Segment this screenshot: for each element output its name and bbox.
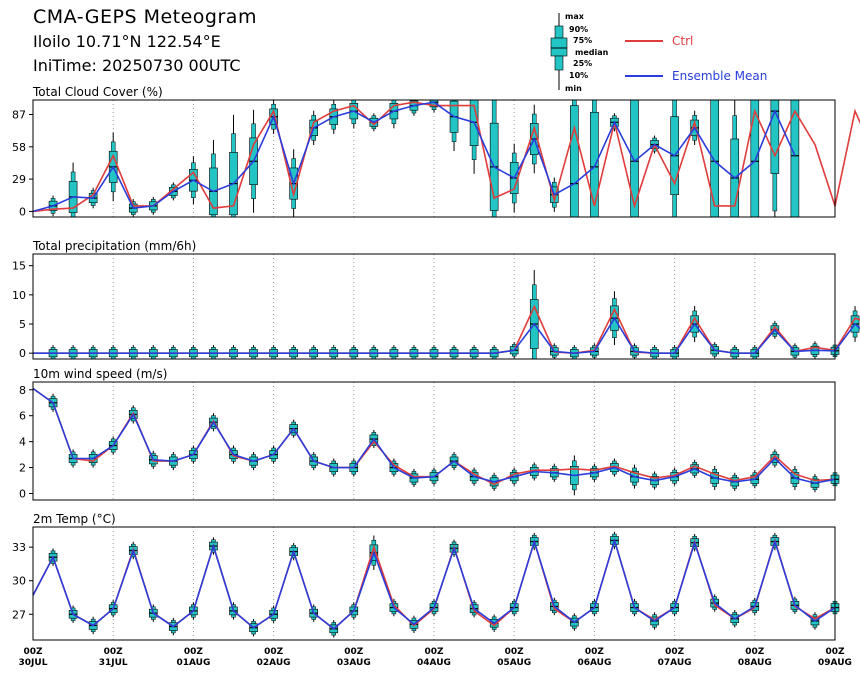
- panel-frame: [32, 99, 836, 218]
- inner-box: [570, 105, 579, 218]
- x-tick-date: 04AUG: [417, 658, 451, 668]
- page-title: CMA-GEPS Meteogram: [33, 6, 257, 28]
- ctrl-line: [32, 101, 860, 213]
- y-tick-label: 10: [12, 289, 26, 302]
- ensemble-mean-line: [32, 101, 796, 213]
- x-tick-date: 06AUG: [577, 658, 611, 668]
- x-tick-date: 01AUG: [176, 658, 210, 668]
- x-tick-hour: 00Z: [104, 647, 124, 657]
- panel-title: 2m Temp (°C): [33, 512, 116, 526]
- x-tick-hour: 00Z: [585, 647, 605, 657]
- y-tick-label: 29: [12, 173, 26, 186]
- ensemble-mean-line: [33, 316, 860, 355]
- x-tick-date: 31JUL: [99, 658, 128, 668]
- legend-label-median: median: [575, 48, 609, 57]
- legend: max 90% 75% median 25% 10% min Ctrl Ense…: [550, 12, 767, 93]
- y-tick-label: 33: [12, 541, 26, 554]
- ensemble-mean-line: [32, 537, 836, 630]
- x-tick-date: 30JUL: [19, 658, 48, 668]
- legend-label-p75: 75%: [573, 36, 592, 45]
- panel-title: Total precipitation (mm/6h): [32, 239, 196, 253]
- y-tick-label: 0: [19, 205, 26, 218]
- y-tick-label: 0: [19, 488, 26, 501]
- init-time-label: IniTime: 20250730 00UTC: [33, 56, 241, 75]
- x-tick-hour: 00Z: [23, 647, 43, 657]
- ctrl-legend-label: Ctrl: [672, 34, 693, 48]
- y-tick-label: 87: [12, 108, 26, 121]
- x-tick-hour: 00Z: [665, 647, 685, 657]
- y-tick-label: 0: [19, 347, 26, 360]
- ensemble-mean-line: [32, 387, 836, 484]
- x-tick-hour: 00Z: [745, 647, 765, 657]
- y-tick-label: 2: [19, 462, 26, 475]
- y-tick-label: 8: [19, 384, 26, 397]
- x-tick-date: 07AUG: [658, 658, 692, 668]
- y-tick-label: 27: [12, 608, 26, 621]
- x-tick-date: 02AUG: [257, 658, 291, 668]
- x-tick-hour: 00Z: [184, 647, 204, 657]
- legend-label-p90: 90%: [569, 25, 588, 34]
- x-tick-date: 03AUG: [337, 658, 371, 668]
- box-legend-icon: [550, 13, 568, 90]
- inner-box: [710, 99, 720, 218]
- panel-frame: [32, 526, 836, 641]
- location-label: Iloilo 10.71°N 122.54°E: [33, 32, 221, 51]
- x-tick-hour: 00Z: [505, 647, 525, 657]
- panel-frame: [32, 381, 836, 501]
- x-tick-date: 08AUG: [738, 658, 772, 668]
- legend-label-min: min: [565, 84, 582, 93]
- legend-label-max: max: [565, 12, 585, 21]
- y-tick-label: 15: [12, 260, 26, 273]
- legend-label-p25: 25%: [573, 59, 592, 68]
- y-tick-label: 30: [12, 575, 26, 588]
- x-tick-hour: 00Z: [424, 647, 444, 657]
- x-tick-date: 09AUG: [818, 658, 852, 668]
- panel-frame: [32, 253, 836, 360]
- y-tick-label: 6: [19, 410, 26, 423]
- x-tick-hour: 00Z: [344, 647, 364, 657]
- y-tick-label: 58: [12, 141, 26, 154]
- legend-label-p10: 10%: [569, 71, 588, 80]
- ctrl-line: [33, 304, 860, 355]
- inner-box: [590, 111, 599, 218]
- y-tick-label: 4: [19, 436, 26, 449]
- mean-legend-label: Ensemble Mean: [672, 69, 767, 83]
- x-tick-hour: 00Z: [825, 647, 845, 657]
- panel-title: 10m wind speed (m/s): [33, 367, 167, 381]
- panel-title: Total Cloud Cover (%): [32, 85, 163, 99]
- y-tick-label: 5: [19, 318, 26, 331]
- x-tick-hour: 00Z: [264, 647, 284, 657]
- x-tick-date: 05AUG: [497, 658, 531, 668]
